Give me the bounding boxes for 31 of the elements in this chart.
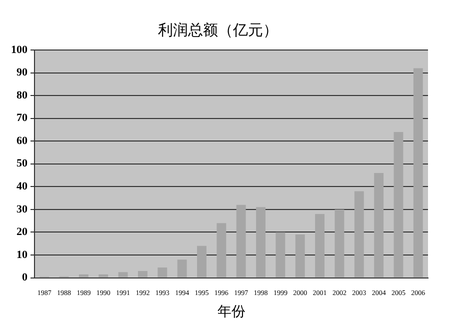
bar (315, 214, 325, 278)
y-tick-label: 90 (16, 66, 28, 79)
bar (78, 274, 88, 278)
bar (236, 204, 246, 278)
bar (354, 191, 364, 278)
y-tick-label: 0 (22, 272, 28, 284)
y-tick-label: 80 (16, 89, 28, 102)
y-tick-label: 70 (16, 112, 28, 124)
y-tick-label: 50 (16, 158, 28, 170)
y-tick-label: 60 (16, 134, 28, 147)
bar (197, 246, 206, 278)
y-tick-label: 40 (16, 180, 28, 193)
bar (413, 68, 423, 278)
y-tick-label: 100 (11, 44, 28, 56)
bar (295, 234, 305, 278)
bar (138, 270, 148, 278)
bar (158, 268, 168, 278)
chart-title: 利润总额（亿元） (158, 20, 278, 39)
x-axis-title: 年份 (217, 304, 246, 320)
bar (216, 223, 226, 278)
bar (118, 272, 128, 278)
y-tick-label: 30 (16, 203, 28, 216)
bar (98, 274, 108, 278)
bar (177, 260, 187, 278)
bar (334, 209, 344, 278)
bar (256, 207, 266, 278)
bar (394, 132, 404, 278)
bar (276, 232, 286, 278)
y-tick-label: 20 (16, 226, 28, 238)
y-tick-label: 10 (16, 248, 28, 261)
bar (374, 173, 384, 278)
